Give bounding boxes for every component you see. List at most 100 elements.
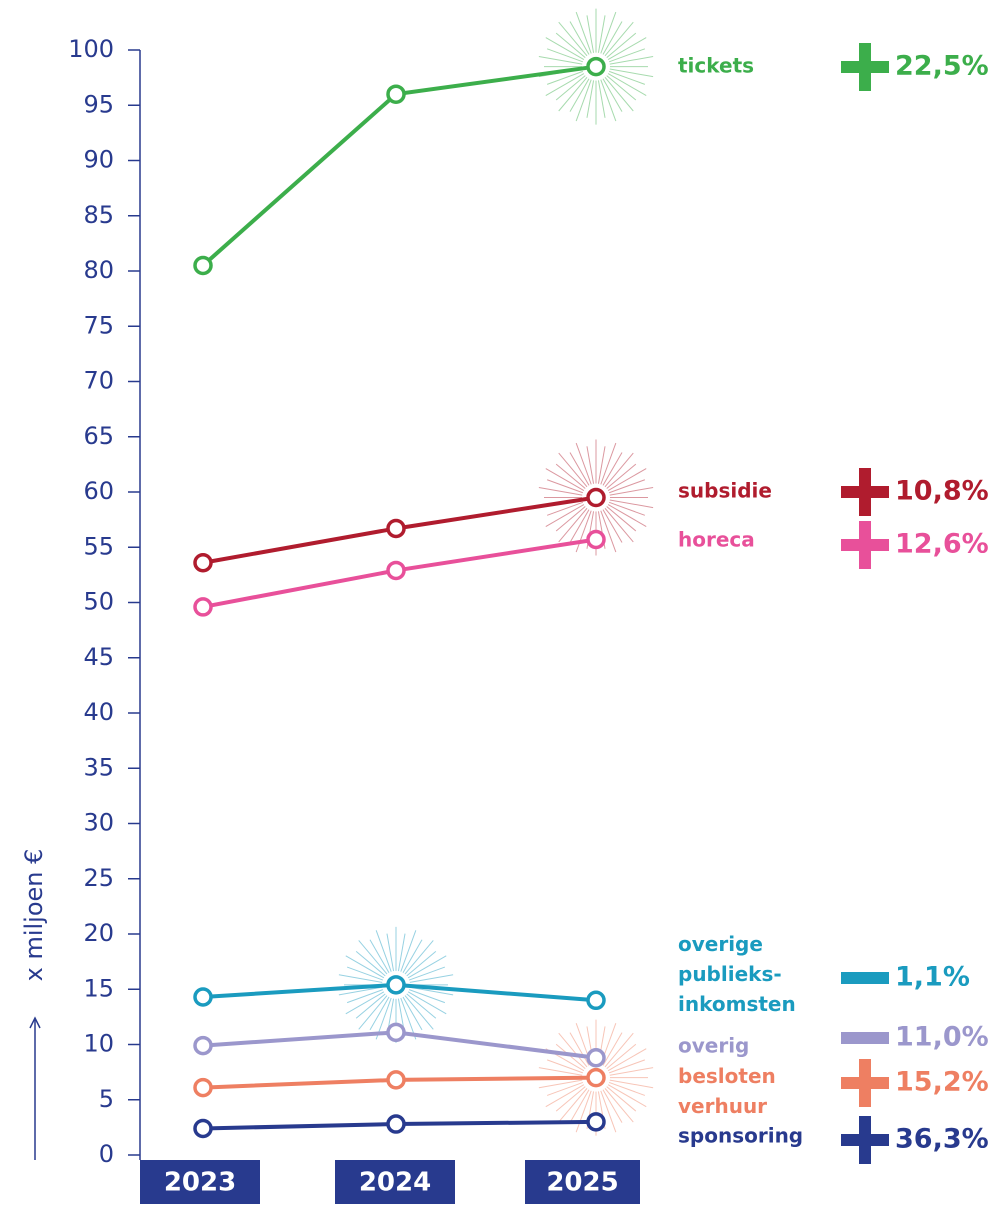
decoration-burst <box>538 8 654 125</box>
data-point <box>586 1067 606 1088</box>
burst-ray <box>406 951 437 977</box>
burst-ray <box>609 68 654 78</box>
burst-ray <box>606 1043 637 1070</box>
burst-ray <box>607 1084 647 1108</box>
burst-ray <box>402 939 423 973</box>
burst-ray <box>606 463 637 489</box>
burst-ray <box>600 1090 617 1133</box>
burst-ray <box>345 991 385 1015</box>
change-sign-vertical <box>859 1059 871 1107</box>
y-axis-title: x miljoen € <box>20 849 48 982</box>
burst-ray <box>402 996 423 1031</box>
change-label: 10,8% <box>895 476 989 507</box>
legend-label: besloten verhuur <box>678 1064 776 1118</box>
burst-ray <box>597 446 606 484</box>
y-tick-label: 35 <box>83 753 114 781</box>
change-sign-vertical <box>859 468 871 516</box>
x-tick-label: 2023 <box>164 1168 236 1198</box>
data-point <box>586 56 606 77</box>
burst-ray <box>604 76 634 112</box>
burst-ray <box>555 1086 586 1112</box>
burst-ray <box>569 1089 590 1123</box>
burst-ray <box>608 479 646 494</box>
burst-ray <box>586 15 595 53</box>
burst-ray <box>569 452 590 486</box>
burst-ray <box>609 56 654 65</box>
burst-ray <box>406 993 437 1019</box>
burst-ray <box>358 995 388 1030</box>
burst-ray <box>597 15 606 53</box>
y-tick-label: 80 <box>83 256 114 284</box>
data-point <box>386 1022 406 1043</box>
y-tick-label: 15 <box>83 974 114 1002</box>
burst-ray <box>397 933 406 972</box>
burst-ray <box>609 499 654 509</box>
burst-ray <box>604 21 634 57</box>
data-point <box>193 552 213 573</box>
burst-ray <box>604 1088 634 1123</box>
burst-ray <box>346 966 384 981</box>
change-label: 15,2% <box>895 1067 989 1098</box>
data-point <box>386 84 406 104</box>
y-tick-label: 0 <box>99 1140 114 1168</box>
x-tick-label: 2024 <box>359 1168 431 1198</box>
burst-ray <box>609 486 654 496</box>
y-tick-label: 30 <box>83 809 114 837</box>
burst-ray <box>575 442 592 485</box>
change-sign <box>841 1032 889 1044</box>
burst-ray <box>545 37 585 61</box>
burst-ray <box>345 955 385 979</box>
burst-ray <box>575 11 592 54</box>
burst-ray <box>609 1079 654 1089</box>
y-tick-label: 65 <box>83 422 114 450</box>
legend-label: tickets <box>678 54 754 78</box>
burst-ray <box>606 32 637 58</box>
burst-ray <box>546 479 584 494</box>
change-label: 12,6% <box>895 529 989 560</box>
burst-ray <box>558 76 588 112</box>
legend-label: overig <box>678 1034 749 1058</box>
burst-ray <box>600 11 617 54</box>
burst-ray <box>607 504 647 527</box>
data-point <box>586 990 606 1011</box>
burst-ray <box>546 70 584 85</box>
data-point <box>386 975 406 995</box>
burst-ray <box>558 1032 588 1068</box>
legend-label: overige publieks-inkomsten <box>678 932 796 1016</box>
data-point <box>586 487 606 508</box>
decoration-burst <box>338 926 454 1043</box>
y-tick-label: 5 <box>99 1085 114 1113</box>
data-point <box>193 597 213 617</box>
y-tick-label: 55 <box>83 532 114 560</box>
burst-ray <box>355 993 386 1019</box>
burst-ray <box>407 991 447 1015</box>
category-box <box>525 1160 640 1204</box>
data-point <box>386 560 406 581</box>
burst-ray <box>409 986 454 996</box>
y-tick-label: 90 <box>83 146 114 174</box>
burst-ray <box>569 1032 590 1066</box>
data-point <box>193 1035 213 1056</box>
burst-ray <box>602 509 623 543</box>
data-point <box>193 987 213 1007</box>
x-tick-label: 2025 <box>546 1168 618 1198</box>
legend-label-line: verhuur <box>678 1094 767 1118</box>
burst-ray <box>600 79 617 122</box>
change-sign <box>841 972 889 984</box>
burst-ray <box>400 930 417 972</box>
burst-ray <box>369 939 390 973</box>
burst-ray <box>407 955 447 979</box>
burst-ray <box>569 21 590 55</box>
burst-ray <box>602 1089 623 1123</box>
change-sign-vertical <box>859 43 871 91</box>
burst-ray <box>555 463 586 489</box>
burst-ray <box>408 989 446 1004</box>
burst-ray <box>358 940 388 975</box>
burst-ray <box>538 486 583 496</box>
burst-ray <box>575 79 592 122</box>
y-tick-label: 20 <box>83 919 114 947</box>
y-tick-label: 45 <box>83 643 114 671</box>
y-tick-label: 75 <box>83 311 114 339</box>
burst-ray <box>546 501 584 516</box>
